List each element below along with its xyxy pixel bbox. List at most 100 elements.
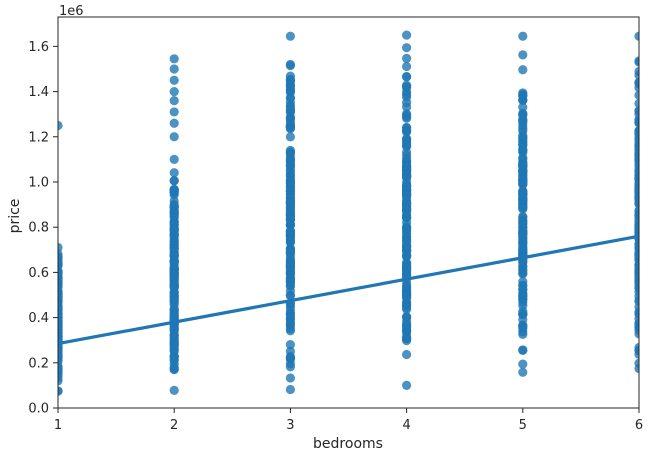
data-point: [285, 353, 295, 363]
data-point: [285, 201, 295, 212]
y-tick-label: 0.8: [28, 221, 49, 236]
data-point: [634, 307, 639, 317]
data-point: [285, 145, 295, 155]
data-point: [169, 231, 179, 241]
data-point: [518, 309, 528, 319]
x-tick-label: 4: [402, 418, 410, 433]
data-point: [518, 188, 528, 199]
data-point: [518, 234, 528, 245]
data-point: [169, 216, 179, 227]
data-point: [518, 281, 528, 291]
data-point: [169, 362, 179, 373]
data-point: [634, 90, 639, 100]
data-point: [169, 244, 179, 254]
data-point: [402, 153, 412, 164]
data-point: [634, 56, 639, 66]
data-point: [518, 50, 528, 60]
data-point: [402, 80, 412, 90]
data-point: [634, 177, 639, 188]
data-point: [518, 200, 528, 210]
data-point: [518, 133, 528, 143]
data-point: [634, 66, 639, 77]
data-point: [169, 132, 179, 142]
data-point: [285, 117, 295, 127]
data-point: [518, 145, 528, 156]
data-point: [518, 124, 528, 134]
points-bedrooms-3: [285, 31, 295, 395]
data-point: [634, 272, 639, 283]
y-tick-label: 0.6: [28, 266, 49, 281]
data-point: [285, 248, 295, 258]
data-point: [402, 223, 412, 233]
data-point: [285, 267, 295, 277]
data-point: [402, 137, 412, 147]
data-point: [285, 346, 295, 356]
data-point: [634, 166, 639, 177]
data-point: [634, 363, 639, 374]
data-point: [634, 109, 639, 119]
scatter-points: [58, 30, 639, 396]
data-point: [285, 256, 295, 266]
data-point: [285, 339, 295, 350]
data-point: [634, 206, 639, 217]
data-point: [634, 221, 639, 231]
data-point: [402, 252, 412, 262]
data-point: [169, 154, 179, 164]
data-point: [285, 82, 295, 92]
data-point: [518, 218, 528, 228]
data-point: [518, 321, 528, 331]
data-point: [518, 31, 528, 41]
data-point: [285, 373, 295, 383]
x-tick-label: 5: [519, 418, 527, 433]
data-point: [402, 349, 412, 360]
data-point: [634, 342, 639, 353]
y-axis-ticks: 0.0 0.2 0.4 0.6 0.8 1.0 1.2 1.4 1.6: [28, 40, 58, 417]
data-point: [285, 309, 295, 319]
data-point: [634, 238, 639, 249]
data-point: [634, 192, 639, 202]
data-point: [518, 170, 528, 180]
data-point: [518, 160, 528, 170]
data-point: [285, 235, 295, 245]
data-point: [518, 291, 528, 301]
data-point: [402, 319, 412, 330]
data-point: [634, 31, 639, 41]
data-point: [402, 312, 412, 322]
data-point: [285, 124, 295, 134]
data-point: [402, 30, 412, 40]
data-point: [634, 295, 639, 306]
data-point: [402, 212, 412, 222]
data-point: [169, 176, 179, 186]
y-tick-label: 1.6: [28, 40, 49, 55]
data-point: [58, 352, 63, 362]
data-point: [402, 171, 412, 181]
data-point: [518, 345, 528, 356]
data-point: [402, 201, 412, 211]
data-point: [518, 109, 528, 119]
data-point: [402, 302, 412, 313]
data-point: [169, 64, 179, 74]
data-point: [169, 282, 179, 292]
data-point: [58, 303, 63, 313]
data-point: [634, 117, 639, 127]
x-tick-label: 1: [54, 418, 62, 433]
plot-area-frame: [57, 16, 640, 409]
data-point: [285, 93, 295, 103]
data-point: [518, 228, 528, 238]
data-point: [285, 210, 295, 220]
regression-line: [57, 234, 640, 346]
data-point: [518, 301, 528, 311]
x-tick-label: 2: [170, 418, 178, 433]
y-tick-label: 0.4: [28, 311, 49, 326]
data-point: [58, 293, 63, 303]
data-point: [58, 120, 63, 131]
data-point: [402, 53, 412, 63]
data-point: [518, 211, 528, 222]
data-point: [285, 277, 295, 287]
data-point: [402, 102, 412, 112]
data-point: [169, 385, 179, 395]
data-point: [285, 291, 295, 301]
data-point: [285, 71, 295, 81]
data-point: [169, 260, 179, 270]
